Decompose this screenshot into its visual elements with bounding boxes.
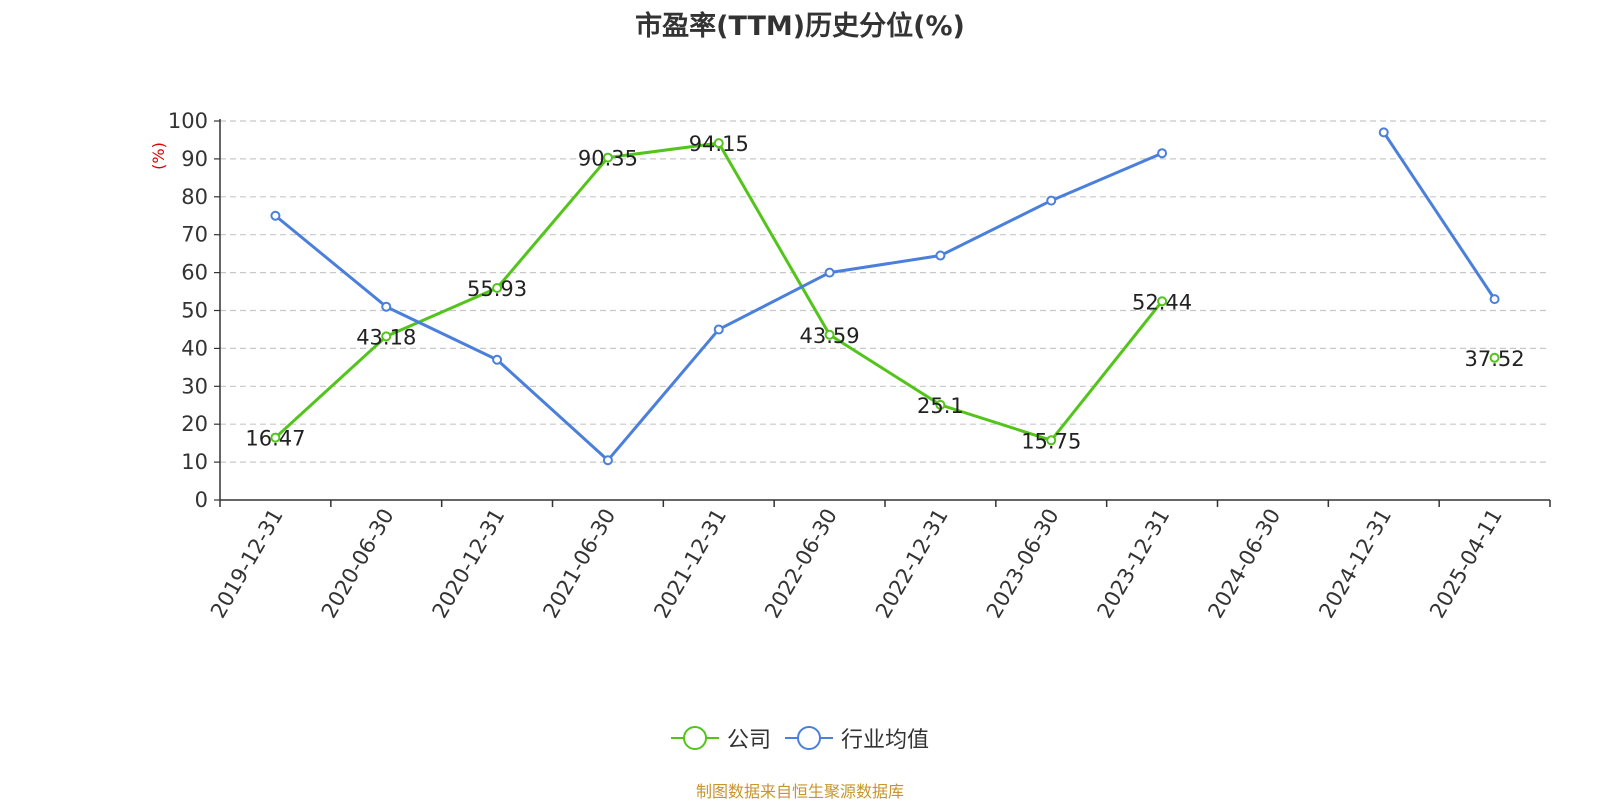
y-tick-label: 90	[181, 147, 208, 171]
data-label: 15.75	[1021, 429, 1081, 453]
data-point	[1378, 127, 1389, 138]
data-label: 90.35	[578, 147, 638, 171]
y-tick-label: 40	[181, 336, 208, 360]
series-company	[270, 138, 1500, 446]
data-point	[492, 354, 503, 365]
legend-item-industry[interactable]: 行业均值	[785, 722, 929, 754]
data-point	[1046, 435, 1057, 446]
y-tick-label: 70	[181, 223, 208, 247]
y-tick-label: 80	[181, 185, 208, 209]
x-tick-label: 2020-06-30	[317, 505, 399, 623]
series-line	[274, 151, 1163, 462]
legend-company-swatch	[670, 726, 719, 750]
data-label: 37.52	[1465, 347, 1525, 371]
data-point	[381, 301, 392, 312]
series-industry	[270, 127, 1500, 466]
data-point	[381, 331, 392, 342]
data-point	[492, 283, 503, 294]
chart-title: 市盈率(TTM)历史分位(%)	[635, 11, 965, 42]
data-point	[1489, 294, 1500, 305]
data-point	[1489, 352, 1500, 363]
x-tick-label: 2021-06-30	[538, 505, 620, 623]
data-point	[935, 399, 946, 410]
x-tick-label: 2022-06-30	[760, 505, 842, 623]
y-tick-label: 20	[181, 412, 208, 436]
data-point	[935, 250, 946, 261]
data-label: 43.59	[800, 324, 860, 348]
series-line	[274, 141, 1164, 442]
x-tick-label: 2025-04-11	[1425, 505, 1507, 623]
y-tick-label: 60	[181, 261, 208, 285]
x-tick-label: 2020-12-31	[428, 505, 510, 623]
y-tick-label: 50	[181, 299, 208, 323]
data-label: 16.47	[245, 427, 305, 451]
x-tick-label: 2019-12-31	[206, 505, 288, 623]
series-line	[1382, 131, 1496, 300]
series-lines	[270, 127, 1500, 466]
data-label: 52.44	[1132, 290, 1192, 314]
data-label: 25.1	[917, 394, 964, 418]
data-point	[602, 152, 613, 163]
data-point	[713, 324, 724, 335]
legend-industry-swatch	[785, 726, 833, 750]
legend-industry-label: 行业均值	[841, 728, 930, 753]
y-axis-label: (%)	[149, 142, 168, 170]
data-point	[602, 455, 613, 466]
data-label: 55.93	[467, 277, 527, 301]
legend: 公司 行业均值	[0, 722, 1600, 754]
source-note: 制图数据来自恒生聚源数据库	[695, 782, 904, 801]
axes: 0 10 20 30 40 50 60 70 80 90 100(%) 2019-12-31 2020-…	[149, 109, 1551, 623]
x-tick-label: 2024-06-30	[1203, 505, 1285, 623]
x-tick-label: 2024-12-31	[1314, 505, 1396, 623]
data-label: 94.15	[689, 132, 749, 156]
x-tick-label: 2021-12-31	[649, 505, 731, 623]
data-point	[713, 138, 724, 149]
data-point	[824, 329, 835, 340]
y-tick-label: 30	[181, 374, 208, 398]
data-point	[1157, 296, 1168, 307]
x-tick-label: 2022-12-31	[871, 505, 953, 623]
data-point	[824, 267, 835, 278]
data-labels: 16.47 43.18 55.93 90.35 94.15 43.59 25.1 15.75 5…	[245, 132, 1524, 453]
data-point	[270, 210, 281, 221]
y-tick-label: 10	[181, 450, 208, 474]
grid-lines	[220, 120, 1550, 463]
y-tick-label: 0	[195, 488, 208, 512]
data-label: 43.18	[356, 325, 416, 349]
legend-item-company[interactable]: 公司	[670, 722, 771, 754]
y-tick-label: 100	[168, 109, 208, 133]
x-tick-label: 2023-06-30	[982, 505, 1064, 623]
legend-company-label: 公司	[726, 728, 771, 753]
data-point	[1046, 195, 1057, 206]
data-point	[270, 432, 281, 443]
data-point	[1157, 148, 1168, 159]
x-tick-label: 2023-12-31	[1093, 505, 1175, 623]
